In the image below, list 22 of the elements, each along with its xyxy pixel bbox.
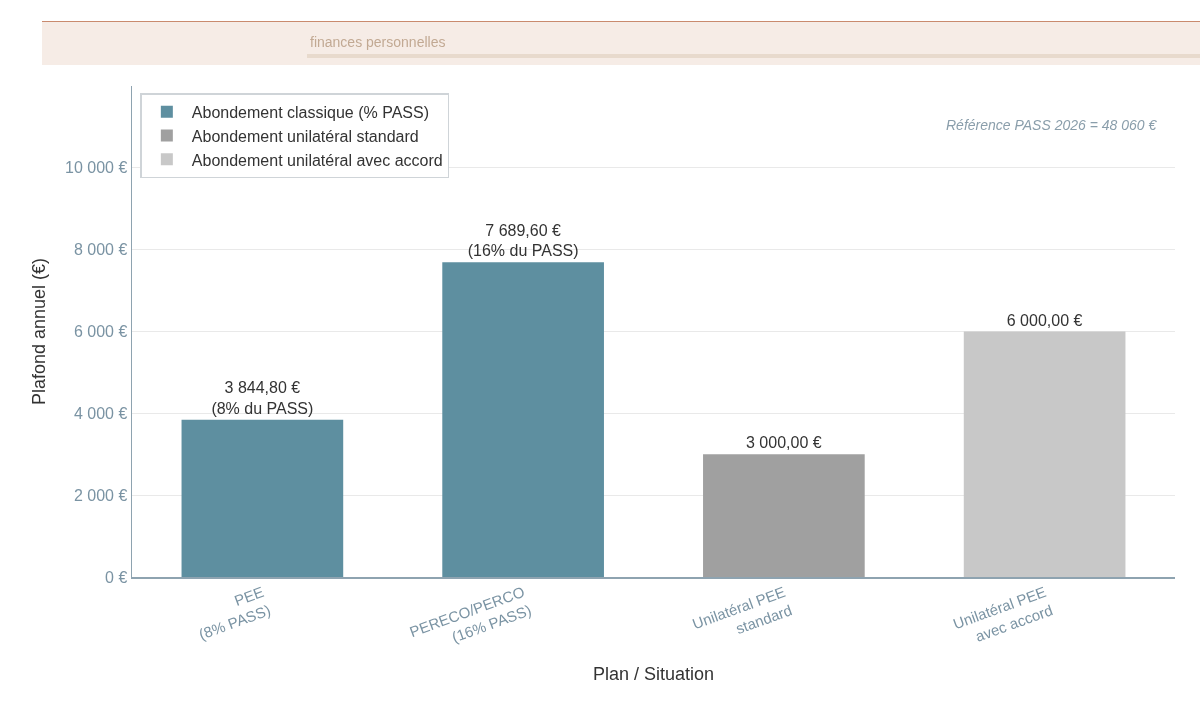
x-axis-title: Plan / Situation: [592, 664, 715, 685]
legend-label: Abondement classique (% PASS): [191, 104, 429, 121]
y-tick-label: 6 000 €: [73, 323, 128, 341]
x-tick-label: PEE (8% PASS): [196, 582, 273, 643]
y-tick-label: 2 000 €: [73, 486, 128, 504]
y-tick-label: 4 000 €: [73, 404, 128, 422]
annotation: Référence PASS 2026 = 48 060 €: [946, 117, 1158, 133]
bar: [703, 454, 865, 577]
legend-label: Abondement unilatéral avec accord: [191, 151, 443, 169]
data-label: 3 000,00 €: [746, 434, 822, 452]
y-axis-title: Plafond annuel (€): [29, 257, 50, 406]
y-tick-label: 8 000 €: [73, 241, 128, 259]
bar: [181, 419, 344, 577]
y-tick-label: 10 000 €: [65, 159, 128, 177]
bar: [963, 331, 1126, 577]
data-label: 3 844,80 € (8% du PASS): [211, 378, 314, 417]
legend-label: Abondement unilatéral standard: [191, 127, 419, 145]
y-tick-label: 0 €: [105, 568, 128, 586]
header-band: finances personnelles: [42, 21, 1200, 65]
data-label: 7 689,60 € (16% du PASS): [467, 221, 579, 260]
data-label: 6 000,00 €: [1006, 311, 1083, 329]
bar: [442, 262, 604, 577]
